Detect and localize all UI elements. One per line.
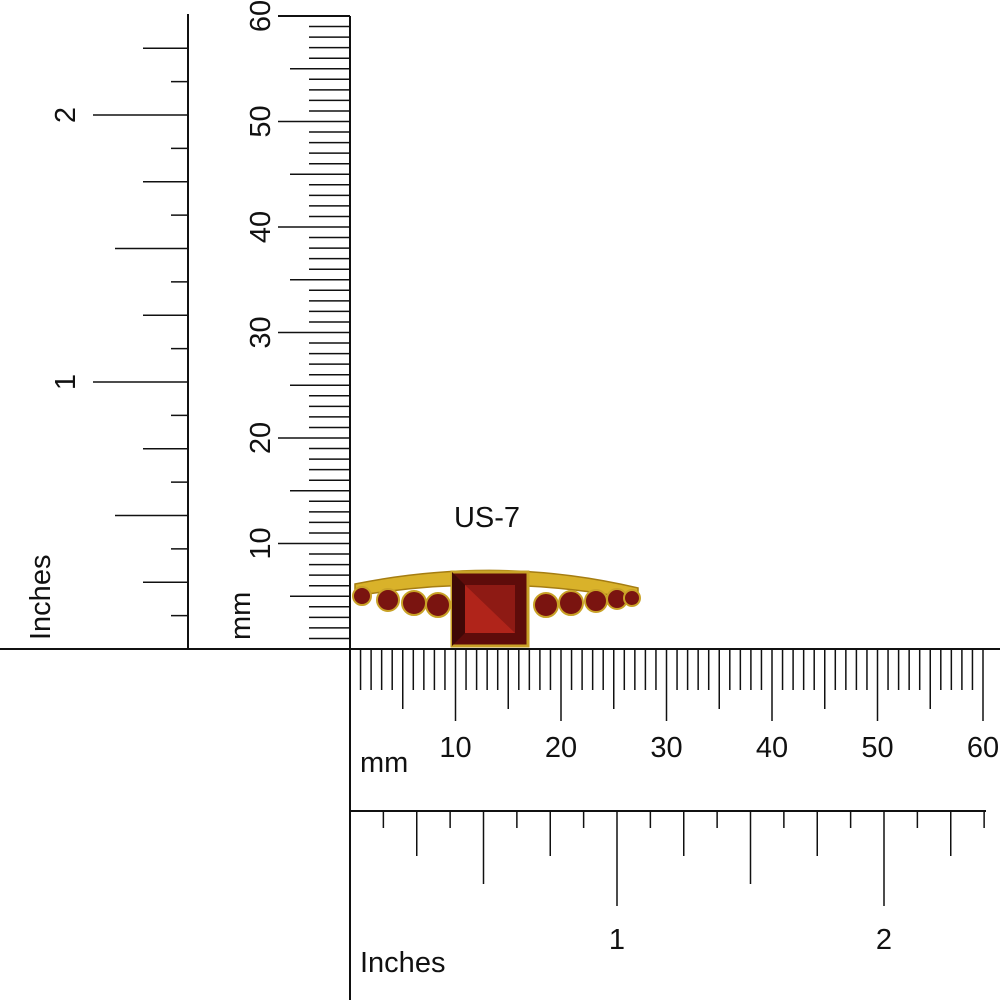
ring [352,569,641,648]
tick-label: 1 [609,924,625,956]
tick-label: 30 [245,316,277,348]
tick-label: 50 [861,732,893,764]
tick-label: 10 [439,732,471,764]
unit-label: Inches [360,947,445,979]
tick-label: 50 [245,105,277,137]
tick-label: 2 [50,107,82,123]
unit-label: Inches [25,555,57,640]
tick-label: 20 [545,732,577,764]
tick-label: 40 [245,211,277,243]
tick-label: 10 [245,527,277,559]
tick-label: 40 [756,732,788,764]
unit-label: mm [225,592,257,640]
tick-label: 30 [650,732,682,764]
tick-label: 60 [245,0,277,32]
tick-label: 60 [967,732,999,764]
tick-label: 20 [245,422,277,454]
unit-label: mm [360,747,408,779]
tick-label: 1 [50,374,82,390]
size-label: US-7 [454,502,520,534]
tick-label: 2 [876,924,892,956]
